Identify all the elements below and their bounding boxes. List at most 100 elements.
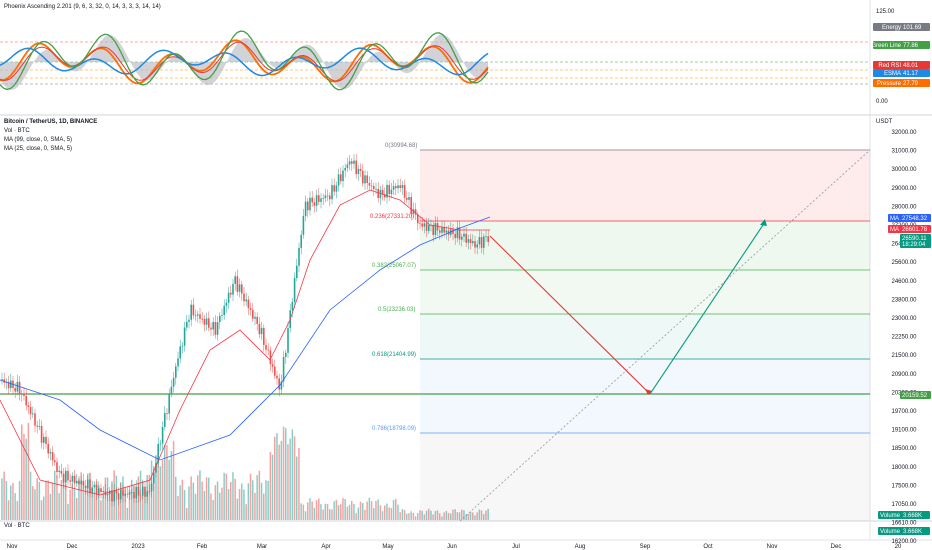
ma99-legend[interactable]: MA (99, close, 0, SMA, 5) (4, 137, 73, 143)
volume-bar (267, 480, 269, 520)
candle-body (106, 494, 109, 496)
projection-down-arrow[interactable] (489, 235, 651, 395)
volume-bar (443, 512, 445, 520)
price-tick-label: 32000.00 (891, 130, 917, 136)
price-tag-value: 26601.78 (902, 227, 928, 233)
fib-level-label[interactable]: 0.618(21404.99) (372, 352, 416, 358)
volume-bar (148, 474, 151, 520)
volume-bar (78, 478, 80, 520)
candle-body (428, 225, 430, 231)
candle-body (21, 393, 23, 395)
price-tick-label: 19700.00 (891, 409, 917, 415)
indicator-title[interactable]: Phoenix Ascending 2.201 (9, 6, 3, 32, 0,… (4, 4, 161, 10)
candle-body (36, 425, 38, 427)
candle-body (370, 185, 373, 187)
arrow-head-icon (760, 219, 767, 226)
candle-body (29, 406, 32, 415)
candle-body (210, 327, 212, 330)
price-tag-value: 20159.52 (902, 393, 928, 399)
time-tick-label: Aug (575, 544, 586, 550)
candle-body (249, 308, 252, 310)
volume-bar (183, 490, 186, 520)
candle-body (80, 480, 82, 485)
candle-body (282, 356, 285, 382)
candle-body (434, 223, 437, 236)
volume-legend[interactable]: Vol · BTC (4, 128, 30, 134)
candle-body (34, 413, 36, 426)
price-tag-value: 27548.32 (902, 216, 928, 222)
ma25-legend[interactable]: MA (25, close, 0, SMA, 5) (4, 146, 73, 152)
candle-body (23, 393, 25, 396)
volume-bar (21, 424, 23, 520)
volume-bar (34, 489, 36, 520)
volume-bar (287, 444, 289, 520)
volume-bar (285, 428, 287, 520)
fib-level-label[interactable]: 0(30994.68) (385, 143, 417, 149)
volume-bar (329, 509, 331, 520)
fib-level-label[interactable]: 0.236(27331.20) (370, 214, 414, 220)
candle-body (329, 195, 331, 200)
volume-bar (278, 444, 280, 520)
candle-body (238, 284, 241, 292)
candle-body (373, 185, 375, 189)
green-line (0, 30, 489, 91)
volume-bar (434, 511, 437, 520)
candle-body (276, 375, 278, 379)
indicator-tag-value: 77.86 (903, 43, 919, 49)
volume-bar (159, 466, 162, 520)
candle-body (241, 284, 243, 294)
candle-body (392, 186, 395, 190)
volume-bar (95, 481, 98, 520)
fib-level-label[interactable]: 0.382(25067.07) (372, 263, 416, 269)
time-tick-label: Jul (512, 544, 520, 550)
candle-body (146, 491, 148, 497)
candle-body (258, 323, 261, 335)
candle-body (62, 473, 65, 483)
candle-body (225, 302, 228, 306)
volume-bar (256, 475, 258, 520)
candle-body (117, 493, 120, 500)
volume-bar (318, 498, 320, 520)
volume-bar (142, 481, 144, 520)
volume-bar (170, 451, 173, 520)
volume-bar (14, 493, 16, 520)
candle-body (326, 195, 329, 197)
volume-bar (293, 436, 296, 520)
indicator-tag-label: Energy (882, 25, 901, 31)
time-tick-label: Nov (767, 544, 778, 550)
volume-bar (401, 509, 404, 520)
fib-level-label[interactable]: 0.5(23236.03) (378, 307, 415, 313)
fib-level-label[interactable]: 0.786(18798.09) (372, 426, 416, 432)
volume-bar (485, 510, 487, 520)
candle-body (175, 366, 177, 378)
candle-body (166, 413, 168, 414)
volume-bar (331, 509, 333, 520)
dotted-trend-line[interactable] (459, 149, 871, 522)
volume-bar (265, 480, 267, 520)
volume-bar (423, 514, 426, 520)
projection-up-arrow[interactable] (649, 221, 766, 395)
candle-body (366, 175, 368, 183)
fib-retracement[interactable] (420, 149, 870, 521)
volume-pane-label[interactable]: Vol · BTC (4, 523, 30, 529)
volume-bar (304, 511, 307, 520)
volume-tag-label: Volume (880, 529, 901, 535)
volume-bar (362, 503, 364, 520)
candle-body (421, 223, 423, 227)
candle-body (111, 490, 113, 502)
price-tick-label: 30000.00 (891, 167, 917, 173)
volume-bar (410, 511, 412, 520)
indicator-tag-value: 48.01 (903, 63, 919, 69)
price-tick-label: 17050.00 (891, 502, 917, 508)
indicator-tick-label: 0.00 (876, 99, 888, 105)
volume-bar (153, 465, 155, 520)
time-tick-label: Feb (197, 544, 208, 550)
volume-bar (428, 508, 430, 520)
candle-body (87, 479, 89, 489)
candle-body (89, 479, 91, 493)
candle-body (126, 493, 129, 495)
volume-bar (313, 507, 316, 520)
volume-bar (230, 481, 232, 520)
symbol-title[interactable]: Bitcoin / TetherUS, 1D, BINANCE (4, 119, 98, 125)
